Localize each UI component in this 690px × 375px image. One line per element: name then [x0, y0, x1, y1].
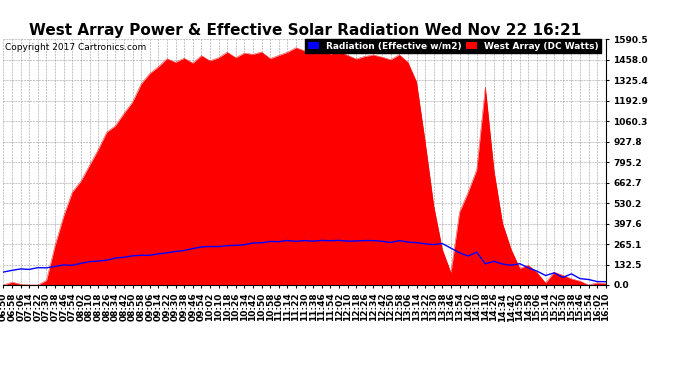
Legend: Radiation (Effective w/m2), West Array (DC Watts): Radiation (Effective w/m2), West Array (…	[305, 39, 601, 53]
Text: Copyright 2017 Cartronics.com: Copyright 2017 Cartronics.com	[5, 43, 146, 52]
Title: West Array Power & Effective Solar Radiation Wed Nov 22 16:21: West Array Power & Effective Solar Radia…	[28, 23, 581, 38]
